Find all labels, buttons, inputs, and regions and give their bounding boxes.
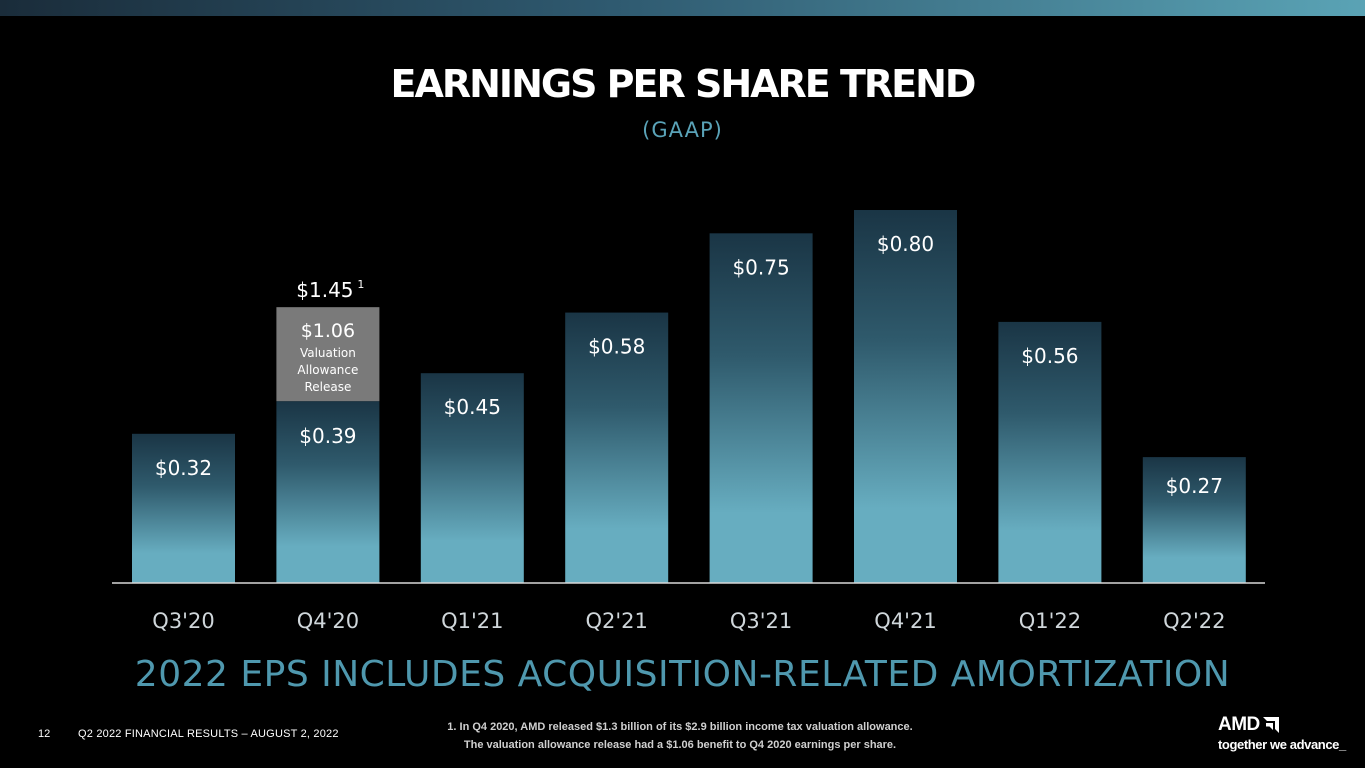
x-tick-label-Q4'20: Q4'20 (297, 609, 359, 633)
x-tick-label-Q2'22: Q2'22 (1163, 609, 1225, 633)
bar-Q4'21 (854, 210, 957, 583)
footer-text: Q2 2022 FINANCIAL RESULTS – AUGUST 2, 20… (78, 728, 339, 740)
page-number: 12 (38, 728, 51, 740)
bar-value-label-Q4'21: $0.80 (877, 232, 934, 256)
bar-Q2'21 (565, 312, 669, 583)
x-tick-label-Q1'21: Q1'21 (441, 609, 503, 633)
stacked-segment-description-line-2: Allowance (297, 363, 358, 377)
footnote: 1. In Q4 2020, AMD released $1.3 billion… (380, 718, 980, 754)
amd-arrow-icon (1262, 717, 1279, 733)
x-tick-label-Q4'21: Q4'21 (874, 609, 936, 633)
bar-Q3'20 (132, 433, 235, 583)
bar-value-label-Q2'22: $0.27 (1166, 474, 1223, 498)
x-tick-label-Q3'20: Q3'20 (152, 609, 214, 633)
top-accent-bar (0, 0, 1365, 16)
stacked-total-label: $1.45 (296, 278, 353, 302)
eps-bar-chart: $0.32 Q3'20 $0.39 Q4'20 $1.06 Valuation Allowa… (112, 210, 1265, 633)
footnote-marker: 1 (357, 278, 364, 291)
headline: 2022 EPS INCLUDES ACQUISITION-RELATED AM… (134, 654, 1231, 695)
x-tick-label-Q1'22: Q1'22 (1019, 609, 1081, 633)
bar-Q1'21 (420, 373, 524, 583)
footnote-line-1: 1. In Q4 2020, AMD released $1.3 billion… (447, 721, 913, 733)
amd-tagline: together we advance_ (1218, 737, 1346, 752)
bar-value-label-Q4'20: $0.39 (299, 424, 356, 448)
footnote-line-2: The valuation allowance release had a $1… (463, 739, 897, 751)
bar-Q2'22 (1142, 457, 1246, 583)
x-tick-label-Q2'21: Q2'21 (586, 609, 648, 633)
bar-value-label-Q3'20: $0.32 (155, 456, 212, 480)
x-tick-label-Q3'21: Q3'21 (730, 609, 792, 633)
bar-value-label-Q1'21: $0.45 (444, 395, 501, 419)
chart-title: EARNINGS PER SHARE TREND (390, 62, 977, 106)
amd-wordmark-text: AMD (1218, 714, 1260, 735)
bar-Q3'21 (709, 233, 813, 583)
stacked-segment-valuation-allowance (276, 307, 380, 402)
bar-Q1'22 (998, 321, 1102, 583)
bar-Q4'20 (276, 401, 380, 583)
bar-value-label-Q1'22: $0.56 (1021, 344, 1078, 368)
chart-subtitle: (GAAP) (642, 118, 723, 142)
amd-logo: AMD together we advance_ (1218, 714, 1358, 752)
stacked-segment-value-label: $1.06 (301, 320, 355, 342)
stacked-segment-description-line-3: Release (304, 380, 351, 394)
bar-value-label-Q3'21: $0.75 (732, 255, 789, 279)
amd-wordmark: AMD (1218, 714, 1358, 736)
stacked-segment-description-line-1: Valuation (300, 346, 356, 360)
bar-value-label-Q2'21: $0.58 (588, 335, 645, 359)
